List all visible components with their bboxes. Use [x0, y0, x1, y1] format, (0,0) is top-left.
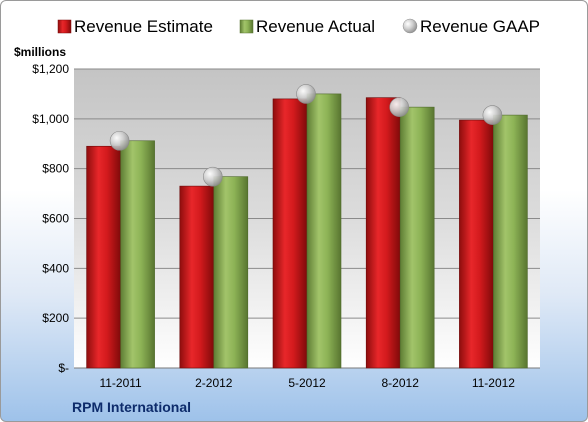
company-name: RPM International: [72, 399, 191, 415]
x-tick-label: 5-2012: [288, 376, 326, 390]
y-tick-label: $-: [58, 361, 69, 375]
y-tick-label: $1,200: [32, 62, 69, 76]
bar-revenue-estimate-8-2012: [365, 97, 401, 369]
legend-label-revenue-gaap: Revenue GAAP: [420, 17, 540, 36]
gaap-markers: [109, 84, 503, 187]
y-tick-label: $800: [42, 162, 69, 176]
bar-revenue-actual-11-2012: [493, 114, 528, 369]
bar-revenue-estimate-11-2011: [86, 145, 121, 369]
y-tick-label: $600: [42, 212, 69, 226]
y-tick-label: $400: [42, 261, 69, 275]
bar-revenue-estimate-5-2012: [272, 98, 308, 369]
x-tick-label: 2-2012: [195, 376, 233, 390]
x-axis: 11-2011 2-2012 5-2012 8-2012 11-2012: [99, 376, 515, 390]
x-tick-label: 8-2012: [382, 376, 420, 390]
bar-revenue-actual-8-2012: [399, 106, 435, 369]
bar-revenue-actual-11-2011: [120, 140, 155, 369]
bar-revenue-actual-5-2012: [306, 93, 342, 369]
marker-revenue-gaap-2-2012: [203, 166, 223, 187]
legend-label-revenue-actual: Revenue Actual: [256, 17, 375, 36]
bar-revenue-estimate-11-2012: [459, 119, 494, 369]
legend: Revenue Estimate Revenue Actual Revenue …: [57, 17, 540, 36]
legend-label-revenue-estimate: Revenue Estimate: [74, 17, 213, 36]
y-unit-label: $millions: [14, 45, 66, 59]
legend-swatch-revenue-estimate: [57, 19, 72, 34]
x-tick-label: 11-2012: [472, 376, 515, 390]
bar-revenue-estimate-2-2012: [179, 185, 215, 369]
legend-swatch-revenue-actual: [239, 19, 254, 34]
bars: [86, 93, 528, 369]
legend-marker-revenue-gaap: [402, 18, 418, 34]
y-tick-label: $200: [42, 311, 69, 325]
marker-revenue-gaap-8-2012: [389, 97, 410, 117]
marker-revenue-gaap-11-2012: [482, 105, 503, 125]
y-tick-label: $1,000: [32, 112, 69, 126]
bar-revenue-actual-2-2012: [213, 176, 249, 369]
marker-revenue-gaap-5-2012: [296, 84, 316, 104]
marker-revenue-gaap-11-2011: [109, 130, 130, 151]
y-axis: $- $200 $400 $600 $800 $1,000 $1,200: [32, 62, 69, 375]
x-tick-label: 11-2011: [99, 376, 142, 390]
